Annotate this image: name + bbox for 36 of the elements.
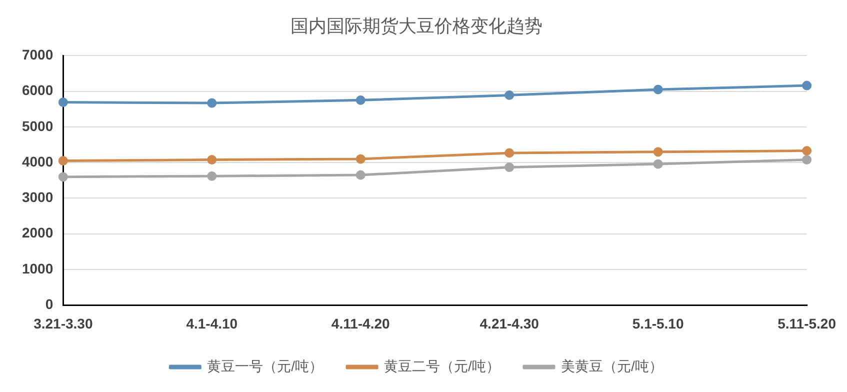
point: [356, 170, 366, 180]
point: [207, 171, 217, 181]
y-tick-label: 0: [45, 296, 54, 312]
point: [802, 146, 812, 156]
point: [653, 84, 663, 94]
point: [58, 156, 68, 166]
legend-label: 黄豆二号（元/吨）: [384, 358, 500, 374]
y-tick-label: 3000: [22, 189, 54, 206]
point: [653, 159, 663, 169]
x-tick-label: 4.1-4.10: [186, 315, 238, 332]
x-tick-label: 4.11-4.20: [331, 315, 390, 332]
x-tick-label: 4.21-4.30: [480, 315, 540, 332]
point: [504, 148, 514, 158]
y-tick-label: 5000: [22, 118, 54, 134]
chart-title: 国内国际期货大豆价格变化趋势: [290, 16, 542, 36]
point: [58, 98, 68, 108]
legend-label: 美黄豆（元/吨）: [560, 358, 663, 374]
y-tick-label: 1000: [22, 260, 54, 276]
y-tick-label: 7000: [22, 46, 54, 62]
point: [653, 147, 663, 157]
legend-label: 黄豆一号（元/吨）: [207, 358, 324, 374]
y-tick-label: 2000: [22, 224, 54, 241]
point: [802, 154, 812, 164]
point: [356, 154, 366, 164]
point: [356, 95, 366, 105]
y-tick-label: 6000: [22, 82, 54, 98]
point: [207, 154, 217, 164]
point: [58, 172, 68, 182]
point: [504, 90, 514, 100]
point: [802, 80, 812, 90]
x-tick-label: 3.21-3.30: [34, 315, 93, 332]
y-tick-label: 4000: [22, 153, 54, 170]
point: [504, 162, 514, 172]
x-tick-label: 5.1-5.10: [632, 315, 684, 332]
x-tick-label: 5.11-5.20: [778, 315, 836, 332]
point: [207, 98, 217, 108]
